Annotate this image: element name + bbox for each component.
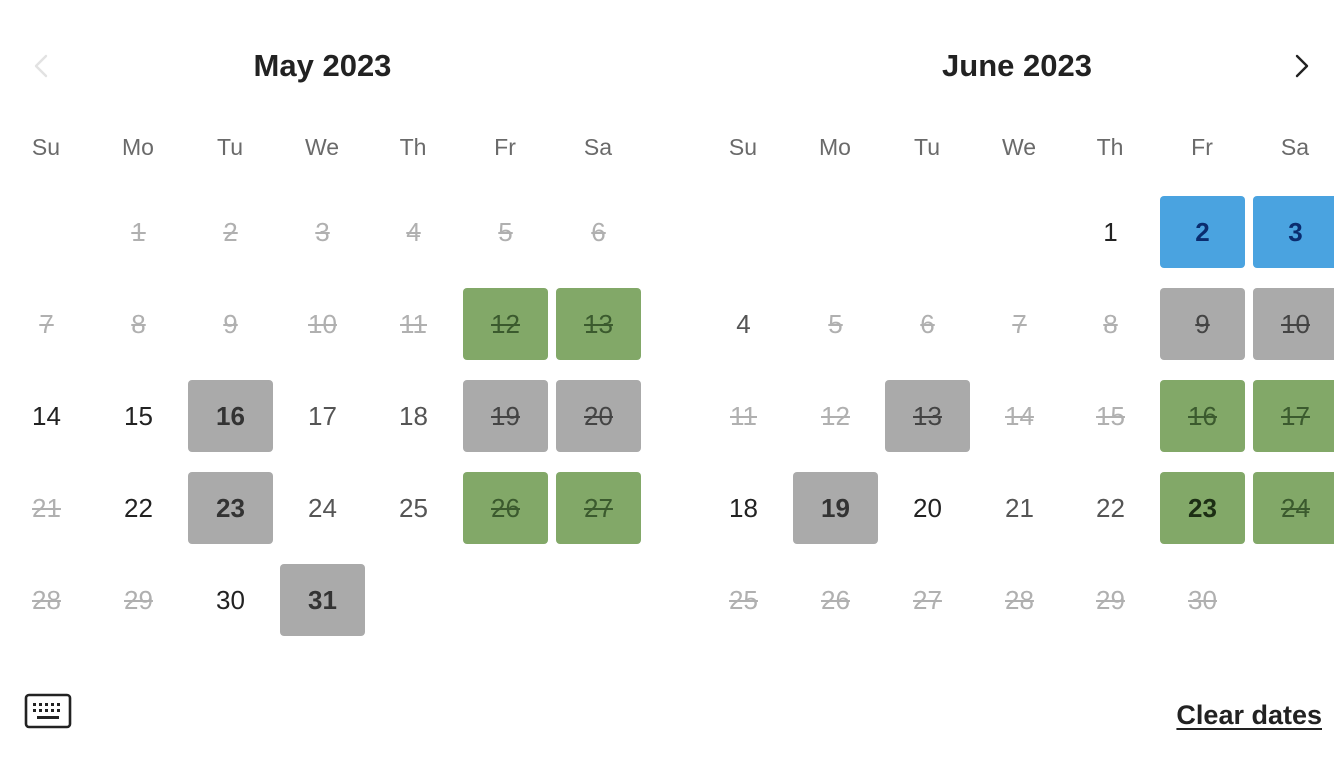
calendar-day[interactable]: 15	[124, 400, 153, 431]
calendar-day: 9	[1160, 288, 1245, 360]
calendar-day: 30	[1188, 584, 1217, 615]
calendar-day: 16	[1160, 380, 1245, 452]
calendar-month-june: June 2023 Su Mo Tu We Th Fr Sa 1 2 3 4 5 6 7 8 9 10 11 12…	[697, 0, 1334, 660]
calendar-day: 5	[828, 308, 843, 339]
calendar-month-may: May 2023 Su Mo Tu We Th Fr Sa 1 2 3 4 5 6 7 8 9 10 11 12 1…	[0, 0, 641, 660]
calendar-day: 28	[1005, 584, 1034, 615]
calendar-day[interactable]: 31	[280, 564, 365, 636]
calendar-day: 17	[1253, 380, 1334, 452]
weekday-label: Th	[1096, 134, 1124, 160]
calendar-day[interactable]: 4	[736, 308, 751, 339]
calendar-day: 14	[1005, 400, 1034, 431]
calendar-day: 12	[821, 400, 850, 431]
calendar-day[interactable]: 20	[913, 492, 942, 523]
calendar-day: 27	[913, 584, 942, 615]
calendar-day: 4	[406, 216, 421, 247]
calendar-day: 7	[39, 308, 54, 339]
weekday-label: Mo	[819, 134, 851, 160]
calendar-day: 1	[131, 216, 146, 247]
calendar-day: 13	[556, 288, 641, 360]
calendar-day[interactable]: 16	[188, 380, 273, 452]
calendar-day: 2	[223, 216, 238, 247]
month-title: June 2023	[942, 48, 1092, 83]
calendar-day[interactable]: 14	[32, 400, 61, 431]
calendar-day[interactable]: 18	[729, 492, 758, 523]
weekday-label: Sa	[1280, 134, 1310, 160]
weekday-label: Tu	[217, 134, 243, 160]
calendar-day[interactable]: 23	[188, 472, 273, 544]
calendar-day: 29	[124, 584, 153, 615]
calendar-day[interactable]: 30	[216, 584, 245, 615]
next-month-button[interactable]	[1281, 46, 1321, 86]
calendar-day: 8	[1103, 308, 1118, 339]
weekday-label: Sa	[583, 134, 613, 160]
calendar-day: 26	[463, 472, 548, 544]
calendar-day: 11	[730, 400, 757, 431]
calendar-day: 25	[729, 584, 758, 615]
calendar-day[interactable]: 2	[1160, 196, 1245, 268]
calendar-day: 15	[1096, 400, 1125, 431]
calendar-day: 27	[556, 472, 641, 544]
calendar-day: 3	[315, 216, 330, 247]
chevron-right-icon	[1295, 54, 1309, 78]
calendar-day[interactable]: 17	[308, 400, 337, 431]
calendar-day: 11	[400, 308, 427, 339]
calendar-day[interactable]: 3	[1253, 196, 1334, 268]
weekday-label: We	[1001, 134, 1037, 160]
prev-month-button[interactable]	[22, 46, 62, 86]
calendar-day[interactable]: 1	[1103, 216, 1118, 247]
calendar-day: 24	[1253, 472, 1334, 544]
weekday-label: Su	[31, 134, 61, 160]
calendar-day: 29	[1096, 584, 1125, 615]
calendar-day: 10	[1253, 288, 1334, 360]
keyboard-shortcuts-button[interactable]	[22, 690, 74, 732]
calendar-day: 7	[1012, 308, 1027, 339]
calendar-day: 9	[223, 308, 238, 339]
weekday-label: Mo	[122, 134, 154, 160]
calendar-day[interactable]: 22	[124, 492, 153, 523]
weekday-label: Tu	[914, 134, 940, 160]
weekday-label: Fr	[1191, 134, 1213, 160]
calendar-day[interactable]: 21	[1005, 492, 1034, 523]
month-title: May 2023	[253, 48, 392, 83]
weekday-label: Th	[399, 134, 427, 160]
calendar-day: 26	[821, 584, 850, 615]
calendar-day: 19	[463, 380, 548, 452]
calendar-day[interactable]: 25	[399, 492, 428, 523]
weekday-label: Su	[728, 134, 758, 160]
calendar-day: 10	[308, 308, 337, 339]
calendar-day: 6	[920, 308, 935, 339]
chevron-left-icon	[34, 54, 48, 78]
calendar-day: 5	[498, 216, 513, 247]
calendar-day: 12	[463, 288, 548, 360]
calendar-day: 8	[131, 308, 146, 339]
calendar-day[interactable]: 18	[399, 400, 428, 431]
calendar-day: 6	[591, 216, 606, 247]
calendar-day[interactable]: 24	[308, 492, 337, 523]
calendar-day: 21	[32, 492, 61, 523]
weekday-label: Fr	[494, 134, 516, 160]
calendar-day: 13	[885, 380, 970, 452]
calendar-day[interactable]: 22	[1096, 492, 1125, 523]
calendar-day: 20	[556, 380, 641, 452]
clear-dates-button[interactable]: Clear dates	[1176, 700, 1322, 730]
keyboard-icon	[24, 693, 72, 729]
calendar-day[interactable]: 23	[1160, 472, 1245, 544]
calendar-day: 28	[32, 584, 61, 615]
weekday-label: We	[304, 134, 340, 160]
calendar-day[interactable]: 19	[793, 472, 878, 544]
